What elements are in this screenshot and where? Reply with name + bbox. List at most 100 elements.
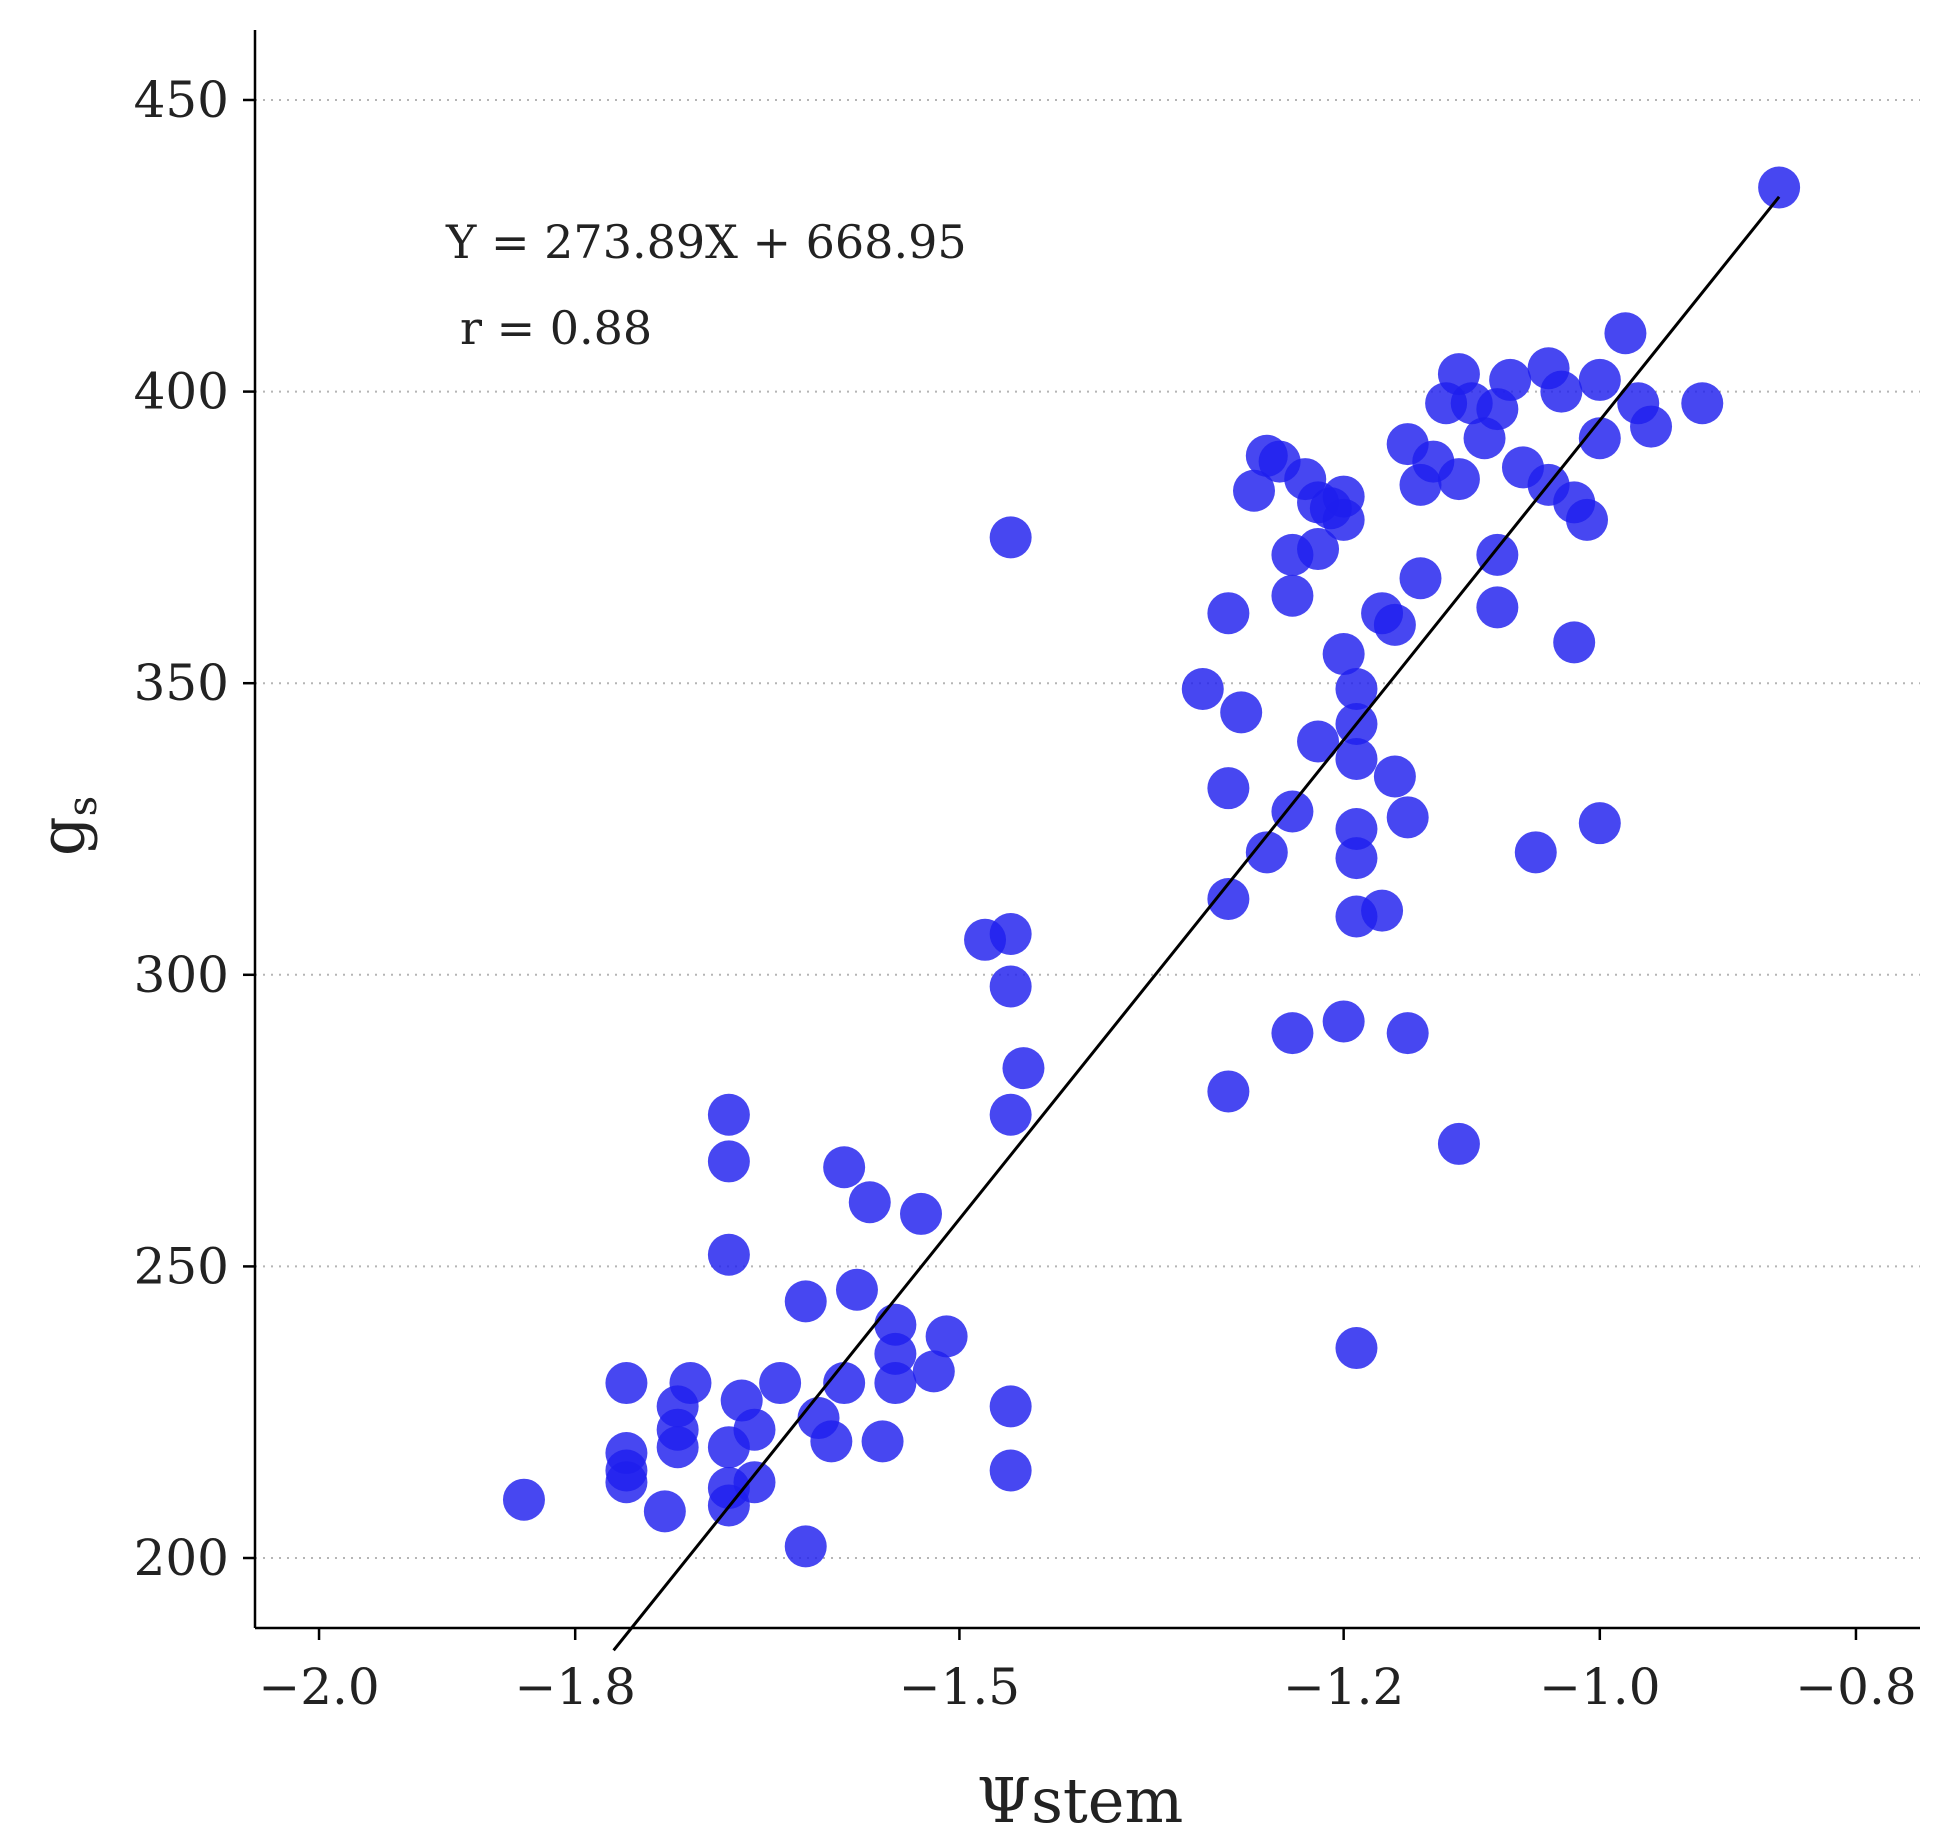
x-axis-title-text: stem	[1031, 1764, 1183, 1837]
y-tick-label-400: 400	[134, 363, 229, 421]
data-point-94	[1514, 831, 1557, 874]
data-point-5	[643, 1490, 686, 1533]
data-point-23	[810, 1420, 853, 1463]
data-point-12	[707, 1233, 750, 1276]
data-point-33	[912, 1350, 955, 1393]
data-point-28	[861, 1420, 904, 1463]
data-point-11	[707, 1140, 750, 1183]
data-point-27	[848, 1181, 891, 1224]
data-point-99	[1553, 621, 1596, 664]
x-tick-label-2: −1.5	[899, 1658, 1020, 1716]
data-point-58	[1297, 528, 1340, 571]
gridlines	[255, 98, 1920, 1560]
data-point-65	[1322, 1000, 1365, 1043]
data-point-106	[1630, 405, 1673, 448]
data-point-64	[1322, 633, 1365, 676]
data-point-36	[989, 912, 1032, 955]
regression-layer	[612, 195, 1781, 1652]
data-point-51	[1245, 831, 1288, 874]
data-point-48	[1220, 691, 1263, 734]
x-tick-label-0: −2.0	[258, 1658, 379, 1716]
data-point-32	[900, 1192, 942, 1235]
y-tick-label-300: 300	[134, 946, 229, 1004]
data-point-0	[502, 1478, 545, 1521]
data-point-42	[989, 516, 1032, 559]
x-tick-label-4: −1.0	[1539, 1658, 1660, 1716]
data-point-26	[835, 1268, 878, 1311]
x-tick-label-3: −1.2	[1283, 1658, 1404, 1716]
y-tick-label-350: 350	[134, 654, 229, 712]
x-tick-label-5: −0.8	[1795, 1658, 1916, 1716]
data-point-74	[1361, 889, 1404, 932]
data-point-24	[823, 1362, 866, 1405]
y-axis-title-sub: s	[60, 796, 106, 817]
data-point-37	[989, 965, 1032, 1008]
data-point-17	[733, 1408, 776, 1451]
data-point-34	[925, 1315, 968, 1358]
data-point-85	[1437, 458, 1480, 501]
data-point-59	[1297, 720, 1340, 763]
x-axis-title-symbol: Ψ	[977, 1764, 1031, 1837]
data-point-101	[1578, 358, 1621, 401]
data-point-30	[874, 1332, 917, 1375]
data-point-103	[1578, 802, 1621, 845]
data-point-21	[784, 1525, 827, 1568]
data-point-92	[1489, 358, 1532, 401]
y-tick-label-450: 450	[134, 71, 229, 129]
y-tick-label-200: 200	[134, 1529, 229, 1587]
data-point-25	[823, 1146, 866, 1189]
data-point-45	[1207, 877, 1250, 920]
data-point-104	[1604, 312, 1647, 355]
data-point-86	[1437, 1122, 1480, 1165]
data-point-41	[1002, 1047, 1045, 1090]
data-point-72	[1335, 1327, 1378, 1370]
data-point-19	[759, 1362, 802, 1405]
data-point-40	[989, 1449, 1032, 1492]
data-point-69	[1335, 808, 1378, 850]
y-tick-label-250: 250	[134, 1237, 229, 1295]
data-point-68	[1335, 738, 1378, 781]
regression-equation: Y = 273.89X + 668.95	[445, 215, 967, 269]
data-point-54	[1271, 574, 1314, 617]
data-point-77	[1386, 796, 1429, 839]
y-axis-title-main: g	[26, 816, 99, 856]
data-point-47	[1207, 1070, 1250, 1113]
data-point-56	[1271, 1012, 1314, 1055]
data-point-10	[707, 1093, 750, 1136]
data-point-81	[1399, 557, 1442, 600]
data-point-44	[1207, 767, 1250, 810]
x-axis-title: Ψstem	[977, 1764, 1184, 1837]
data-point-75	[1373, 603, 1416, 646]
data-point-39	[989, 1385, 1032, 1428]
regression-line	[612, 195, 1781, 1652]
ticks: 200 250 300 350 400 450 −2.0 −1.8 −1.5 −1.2 −1.0 −0…	[134, 71, 1917, 1716]
data-point-55	[1271, 790, 1314, 833]
data-point-46	[1207, 592, 1250, 635]
data-point-78	[1386, 1012, 1429, 1055]
data-point-38	[989, 1093, 1032, 1136]
data-point-20	[784, 1280, 827, 1323]
data-point-108	[1758, 166, 1801, 209]
data-point-107	[1681, 382, 1724, 425]
data-point-63	[1322, 498, 1365, 541]
data-point-97	[1540, 370, 1583, 413]
x-tick-label-1: −1.8	[514, 1658, 635, 1716]
axes	[253, 30, 1920, 1630]
data-point-4	[605, 1449, 648, 1492]
data-point-9	[656, 1426, 699, 1469]
data-point-1	[605, 1362, 648, 1405]
data-point-100	[1566, 498, 1608, 541]
data-points	[502, 166, 1801, 1568]
data-point-70	[1335, 837, 1378, 880]
data-point-18	[733, 1461, 776, 1504]
data-point-49	[1233, 469, 1275, 512]
data-point-91	[1476, 586, 1519, 629]
data-point-43	[1181, 668, 1224, 711]
y-axis-title: gs	[26, 796, 106, 856]
data-point-66	[1335, 668, 1378, 711]
correlation-label: r = 0.88	[460, 301, 652, 355]
data-point-31	[874, 1362, 917, 1405]
data-point-102	[1578, 417, 1621, 460]
data-point-90	[1476, 533, 1519, 576]
